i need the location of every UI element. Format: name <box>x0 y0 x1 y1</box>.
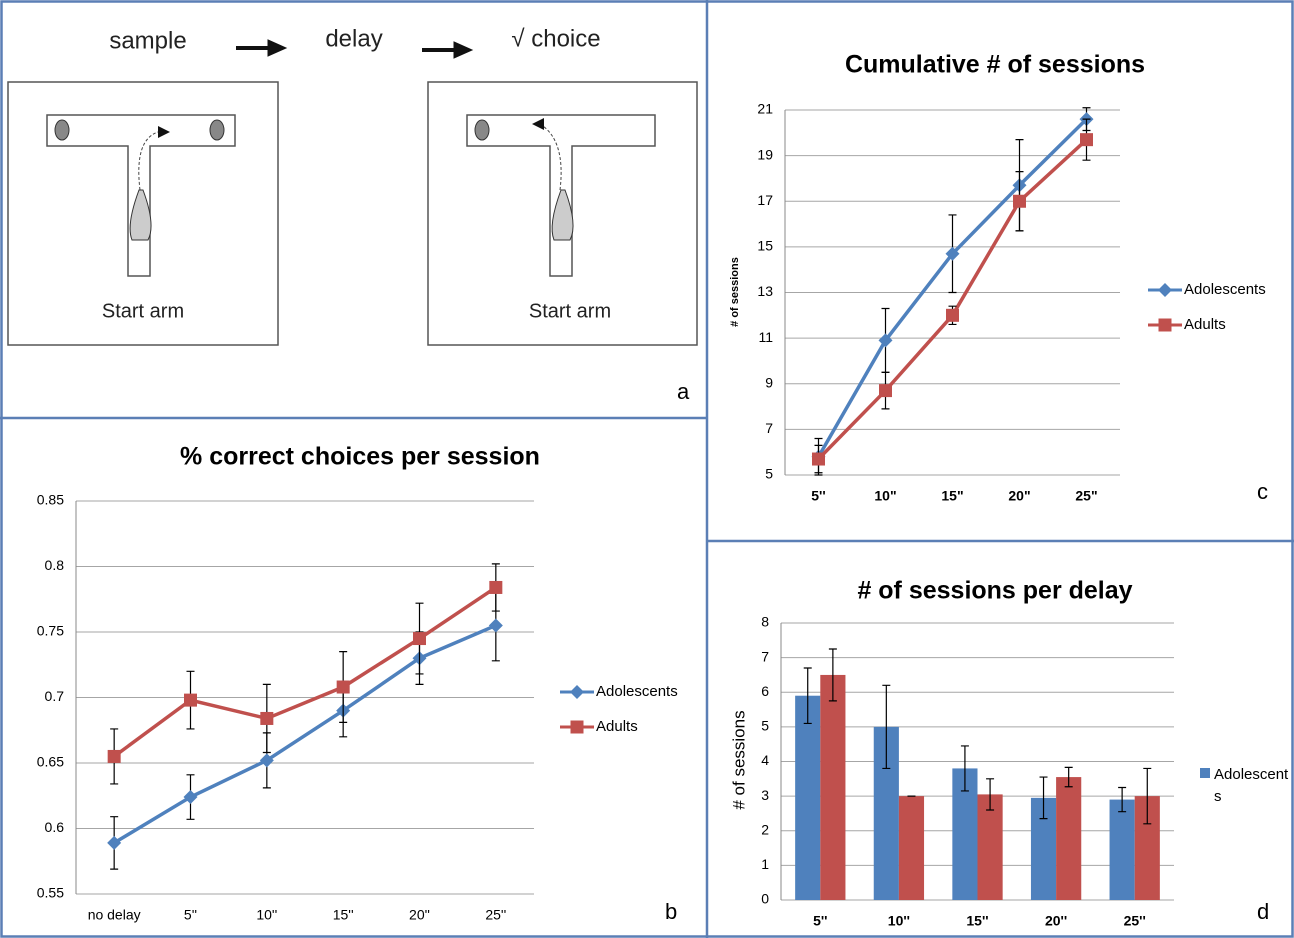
panel-label: a <box>677 379 690 404</box>
y-tick-label: 0.8 <box>45 557 65 573</box>
y-tick-label: 3 <box>761 787 769 803</box>
y-tick-label: 0.6 <box>45 819 65 835</box>
x-tick-label: 25" <box>1075 488 1097 504</box>
x-tick-label: 10'' <box>256 907 277 923</box>
panel-label: d <box>1257 899 1269 924</box>
t-maze-diagram: sample delay √ choice Start arm Start ar… <box>8 25 697 403</box>
marker <box>184 694 197 707</box>
y-tick-label: 15 <box>757 238 773 254</box>
step-label: sample <box>109 27 186 54</box>
y-tick-label: 0.55 <box>37 885 64 901</box>
marker <box>108 750 121 763</box>
chart-title: % correct choices per session <box>180 443 540 471</box>
x-tick-label: 5'' <box>184 907 197 923</box>
marker <box>946 309 959 322</box>
x-tick-label: 10'' <box>888 913 910 929</box>
marker <box>337 681 350 694</box>
x-tick-label: 5'' <box>813 913 827 929</box>
y-axis-label: # of sessions <box>729 710 748 809</box>
legend-label: Adolescents <box>1184 281 1266 298</box>
bar <box>795 696 820 900</box>
y-tick-label: 0.85 <box>37 492 64 508</box>
y-tick-label: 1 <box>761 856 769 872</box>
marker <box>879 384 892 397</box>
chart-title: # of sessions per delay <box>857 577 1132 605</box>
line <box>819 140 1087 459</box>
marker <box>413 632 426 645</box>
legend-label: Adults <box>596 718 638 735</box>
x-tick-label: no delay <box>88 907 141 923</box>
y-tick-label: 11 <box>758 329 773 345</box>
y-tick-label: 0 <box>761 891 769 907</box>
bar <box>1056 777 1081 900</box>
y-tick-label: 6 <box>761 683 769 699</box>
marker <box>260 712 273 725</box>
x-tick-label: 15'' <box>966 913 988 929</box>
y-tick-label: 17 <box>757 192 773 208</box>
legend-swatch <box>1200 768 1210 778</box>
start-label: Start arm <box>102 300 184 322</box>
step-label: √ choice <box>511 25 600 52</box>
y-tick-label: 4 <box>761 752 769 768</box>
legend-marker <box>1158 283 1172 297</box>
y-tick-label: 19 <box>757 146 773 162</box>
y-tick-label: 0.75 <box>37 623 64 639</box>
legend-label: Adolescents <box>596 683 678 700</box>
legend-label: Adults <box>1184 316 1226 333</box>
x-tick-label: 15" <box>941 488 963 504</box>
line <box>114 625 496 842</box>
x-tick-label: 15'' <box>333 907 354 923</box>
series <box>812 119 1093 473</box>
line <box>114 587 496 756</box>
y-tick-label: 7 <box>765 420 773 436</box>
chart-title: Cumulative # of sessions <box>845 51 1145 79</box>
start-label: Start arm <box>529 300 611 322</box>
panel-label: b <box>665 899 677 924</box>
x-tick-label: 25'' <box>1124 913 1146 929</box>
y-tick-label: 5 <box>765 466 773 482</box>
y-tick-label: 5 <box>761 718 769 734</box>
x-tick-label: 20" <box>1008 488 1030 504</box>
y-tick-label: 21 <box>757 101 773 117</box>
y-tick-label: 7 <box>761 648 769 664</box>
legend-marker <box>570 685 584 699</box>
marker <box>489 581 502 594</box>
step-label: delay <box>325 25 382 52</box>
y-tick-label: 13 <box>757 283 773 299</box>
series <box>108 564 503 784</box>
y-tick-label: 9 <box>765 374 773 390</box>
x-tick-label: 25'' <box>485 907 506 923</box>
marker <box>1013 195 1026 208</box>
bar <box>1110 800 1135 900</box>
chart: sample delay √ choice Start arm Start ar… <box>0 0 1294 938</box>
legend-entry: Adolescents <box>1214 764 1294 808</box>
legend-marker <box>1159 319 1172 332</box>
y-tick-label: 2 <box>761 821 769 837</box>
bar <box>899 796 924 900</box>
marker <box>489 618 503 632</box>
marker <box>1080 133 1093 146</box>
x-tick-label: 10" <box>874 488 896 504</box>
series <box>812 108 1094 475</box>
panel-label: c <box>1257 479 1268 504</box>
x-tick-label: 20'' <box>1045 913 1067 929</box>
y-axis-label: # of sessions <box>729 257 741 327</box>
y-tick-label: 0.7 <box>45 688 65 704</box>
y-tick-label: 8 <box>761 614 769 630</box>
figure: sample delay √ choice Start arm Start ar… <box>0 0 1294 938</box>
x-tick-label: 5'' <box>811 488 825 504</box>
legend-marker <box>571 721 584 734</box>
series <box>820 649 1160 900</box>
y-tick-label: 0.65 <box>37 754 64 770</box>
x-tick-label: 20'' <box>409 907 430 923</box>
bar <box>820 675 845 900</box>
marker <box>812 453 825 466</box>
